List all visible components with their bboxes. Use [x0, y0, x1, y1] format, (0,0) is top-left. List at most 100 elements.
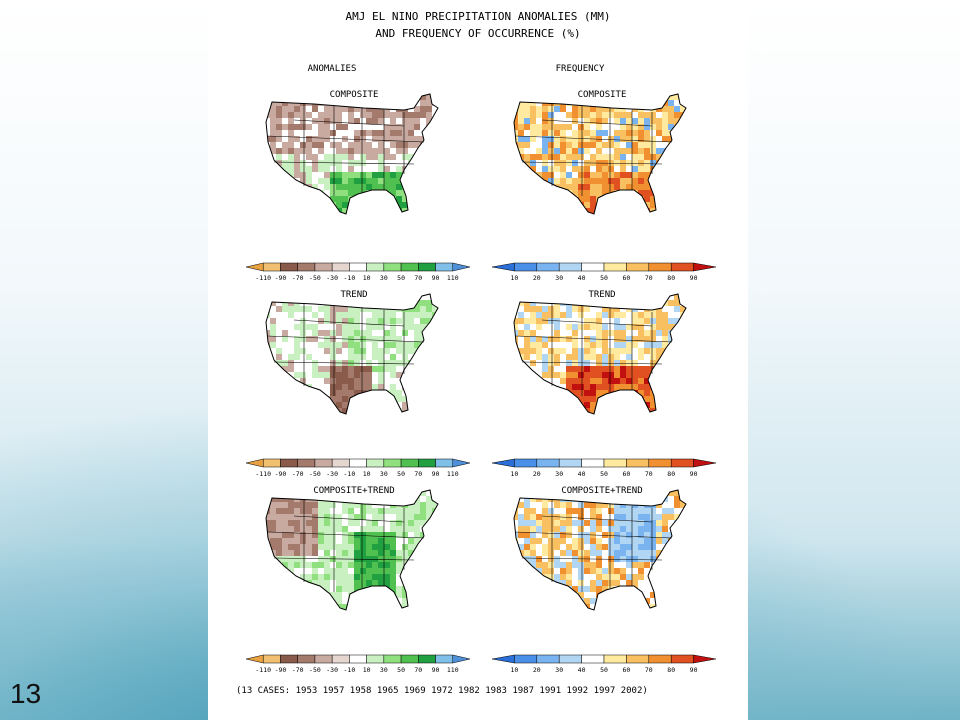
- grid-cell: [408, 598, 414, 604]
- grid-cell: [608, 568, 614, 574]
- grid-cell: [554, 136, 560, 142]
- grid-cell: [414, 106, 420, 112]
- grid-cell: [276, 538, 282, 544]
- grid-cell: [420, 100, 426, 106]
- grid-cell: [288, 312, 294, 318]
- grid-cell: [686, 336, 692, 342]
- grid-cell: [524, 214, 530, 220]
- grid-cell: [366, 562, 372, 568]
- grid-cell: [554, 378, 560, 384]
- grid-cell: [596, 544, 602, 550]
- grid-cell: [336, 402, 342, 408]
- grid-cell: [602, 124, 608, 130]
- grid-cell: [662, 124, 668, 130]
- grid-cell: [632, 414, 638, 420]
- grid-cell: [596, 390, 602, 396]
- grid-cell: [524, 348, 530, 354]
- grid-cell: [438, 372, 444, 378]
- grid-cell: [542, 202, 548, 208]
- grid-cell: [608, 610, 614, 616]
- grid-cell: [656, 508, 662, 514]
- grid-cell: [378, 604, 384, 610]
- grid-cell: [342, 384, 348, 390]
- colorbar-tick-label: 70: [645, 470, 653, 478]
- grid-cell: [288, 538, 294, 544]
- grid-cell: [638, 598, 644, 604]
- grid-cell: [306, 330, 312, 336]
- grid-cell: [348, 610, 354, 616]
- colorbar-tick-label: 10: [363, 470, 371, 478]
- grid-cell: [348, 106, 354, 112]
- grid-cell: [408, 142, 414, 148]
- colorbar-segment: [383, 262, 402, 272]
- grid-cell: [620, 598, 626, 604]
- grid-cell: [602, 580, 608, 586]
- grid-cell: [518, 190, 524, 196]
- grid-cell: [318, 318, 324, 324]
- grid-cell: [578, 214, 584, 220]
- grid-cell: [662, 556, 668, 562]
- grid-cell: [384, 336, 390, 342]
- grid-cell: [330, 378, 336, 384]
- grid-cell: [438, 508, 444, 514]
- grid-cell: [614, 562, 620, 568]
- grid-cell: [584, 538, 590, 544]
- grid-cell: [632, 154, 638, 160]
- grid-cell: [300, 396, 306, 402]
- grid-cell: [266, 148, 270, 154]
- grid-cell: [596, 520, 602, 526]
- grid-cell: [390, 202, 396, 208]
- grid-cell: [626, 610, 632, 616]
- grid-cell: [438, 604, 444, 610]
- grid-cell: [536, 502, 542, 508]
- colorbar-segment: [280, 654, 298, 664]
- grid-cell: [324, 610, 330, 616]
- grid-cell: [668, 190, 674, 196]
- colorbar-svg: 10 20 30 40 50 60 70 80 90: [491, 654, 717, 674]
- grid-cell: [372, 124, 378, 130]
- state-border: [273, 557, 415, 561]
- grid-cell: [638, 496, 644, 502]
- grid-cell: [662, 214, 668, 220]
- grid-cell: [548, 160, 554, 166]
- grid-cell: [288, 196, 294, 202]
- grid-cell: [548, 112, 554, 118]
- grid-cell: [518, 604, 524, 610]
- grid-cell: [518, 178, 524, 184]
- grid-cell: [360, 196, 366, 202]
- grid-cell: [554, 300, 560, 306]
- grid-cell: [650, 178, 656, 184]
- grid-cell: [360, 496, 366, 502]
- grid-cell: [300, 544, 306, 550]
- grid-cell: [596, 514, 602, 520]
- grid-cell: [402, 396, 408, 402]
- grid-cell: [554, 610, 560, 616]
- grid-cell: [674, 324, 680, 330]
- grid-cell: [354, 610, 360, 616]
- grid-cell: [312, 196, 318, 202]
- grid-cell: [420, 300, 426, 306]
- grid-cell: [324, 538, 330, 544]
- grid-cell: [542, 112, 548, 118]
- grid-cell: [342, 196, 348, 202]
- grid-cell: [650, 414, 656, 420]
- grid-cell: [620, 300, 626, 306]
- grid-cell: [288, 142, 294, 148]
- grid-cell: [312, 172, 318, 178]
- grid-cell: [662, 106, 668, 112]
- grid-cell: [266, 592, 270, 598]
- grid-cell: [408, 372, 414, 378]
- grid-cell: [620, 496, 626, 502]
- grid-cell: [536, 184, 542, 190]
- grid-cell: [650, 550, 656, 556]
- grid-cell: [524, 124, 530, 130]
- grid-cell: [426, 502, 432, 508]
- grid-cell: [514, 384, 518, 390]
- grid-cell: [300, 408, 306, 414]
- grid-cell: [390, 354, 396, 360]
- grid-cell: [276, 408, 282, 414]
- grid-cell: [514, 348, 518, 354]
- grid-cell: [288, 520, 294, 526]
- grid-cell: [324, 598, 330, 604]
- grid-cell: [276, 496, 282, 502]
